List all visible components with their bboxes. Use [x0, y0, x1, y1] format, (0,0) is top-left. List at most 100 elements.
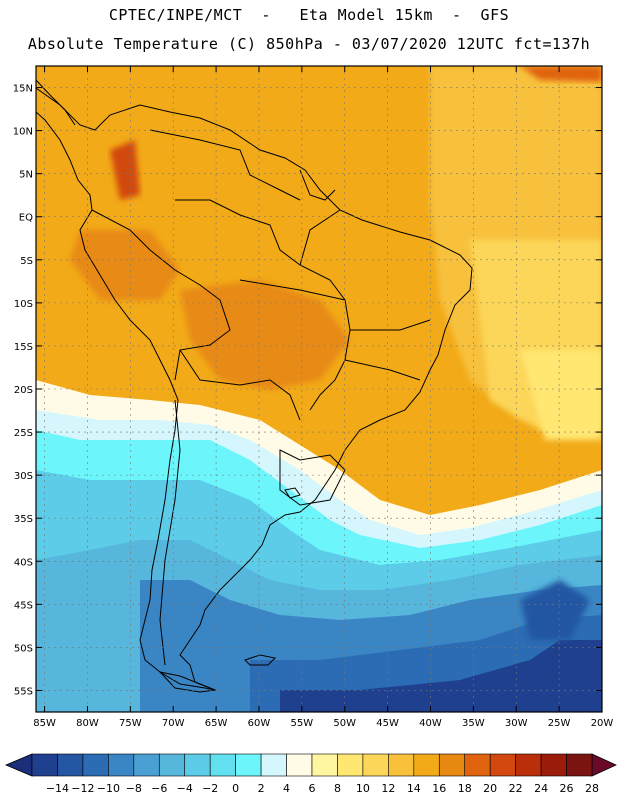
map-title-line1: CPTEC/INPE/MCT - Eta Model 15km - GFS: [108, 6, 510, 24]
lat-tick-label: 10N: [13, 127, 33, 138]
lon-tick-label: 35W: [462, 718, 485, 729]
colorbar-label: 16: [432, 782, 446, 795]
colorbar-swatch: [489, 753, 516, 777]
border-uruguay: [279, 449, 346, 506]
lon-tick-label: 30W: [505, 718, 528, 729]
lon-tick-label: 20W: [591, 718, 614, 729]
field-band-12: [520, 350, 602, 440]
colorbar-label: 12: [381, 782, 395, 795]
lat-tick-label: 35S: [14, 514, 33, 525]
colorbar-swatch: [388, 753, 415, 777]
colorbar-over-arrow: [591, 753, 617, 777]
falkland-islands: [244, 654, 277, 666]
colorbar-swatch: [566, 753, 593, 777]
hot-andes-patch: [110, 140, 140, 200]
colorbar-label: 28: [585, 782, 599, 795]
border-bolivia: [179, 349, 301, 421]
grid-lines: [36, 66, 603, 712]
colorbar-swatch: [438, 753, 466, 777]
south-america-coastline: [36, 87, 473, 691]
lon-tick-label: 85W: [33, 718, 56, 729]
colorbar-swatch: [311, 753, 338, 777]
lon-tick-label: 65W: [205, 718, 228, 729]
field-band-minus14: [280, 640, 602, 712]
colorbar-swatch: [108, 753, 135, 777]
colorbar-swatch: [362, 753, 389, 777]
colorbar-swatch: [184, 753, 211, 777]
colorbar-swatch: [133, 753, 160, 777]
colorbar-swatch: [235, 753, 262, 777]
lat-tick-label: 20S: [14, 385, 33, 396]
colorbar: −14 −12 −10 −8 −6 −4 −2 0 2 4 6 8 10 12 14 16 18 20 22 24 26…: [4, 753, 617, 795]
tierra-del-fuego: [158, 671, 217, 693]
colorbar-swatch: [540, 753, 567, 777]
colorbar-label: 4: [283, 782, 290, 795]
colorbar-under-arrow: [4, 753, 33, 777]
lon-tick-label: 80W: [76, 718, 99, 729]
lon-tick-label: 75W: [119, 718, 142, 729]
longitude-axis: 85W 80W 75W 70W 65W 60W 55W 50W 45W 40W 35W 30W 25W 2…: [33, 66, 613, 729]
lat-tick-label: 15N: [13, 84, 33, 95]
lat-tick-label: 5S: [20, 256, 33, 267]
colorbar-label: 8: [334, 782, 341, 795]
colorbar-swatch: [209, 753, 236, 777]
lon-tick-label: 70W: [162, 718, 185, 729]
colorbar-swatch: [31, 753, 58, 777]
colorbar-swatch: [337, 753, 364, 777]
lon-tick-label: 50W: [333, 718, 356, 729]
lat-tick-label: EQ: [19, 213, 33, 224]
colorbar-swatch: [515, 753, 542, 777]
colorbar-swatch: [158, 753, 186, 777]
lon-tick-label: 45W: [376, 718, 399, 729]
colorbar-label: −4: [177, 782, 193, 795]
colorbar-label: 0: [232, 782, 239, 795]
lat-tick-label: 15S: [14, 342, 33, 353]
colorbar-label: −10: [97, 782, 120, 795]
hot-northeast-patch: [520, 66, 602, 82]
latitude-axis: 15N 10N 5N EQ 5S 10S 15S 20S 25S 30S 35S 40S 45S 50S 5…: [13, 84, 602, 697]
colorbar-label: 26: [560, 782, 574, 795]
coastlines-borders: [36, 79, 473, 693]
colorbar-label: 6: [309, 782, 316, 795]
colorbar-label: 2: [258, 782, 265, 795]
colorbar-label: 22: [509, 782, 523, 795]
colorbar-label: −8: [126, 782, 142, 795]
colorbar-label: 24: [534, 782, 548, 795]
colorbar-label: 14: [407, 782, 421, 795]
border-brazil-west: [175, 199, 351, 411]
colorbar-label: −14: [46, 782, 69, 795]
lat-tick-label: 50S: [14, 643, 33, 654]
colorbar-swatch: [413, 753, 440, 777]
lat-tick-label: 30S: [14, 471, 33, 482]
colorbar-label: 10: [356, 782, 370, 795]
colorbar-swatch: [260, 753, 287, 777]
lat-tick-label: 40S: [14, 557, 33, 568]
lat-tick-label: 45S: [14, 600, 33, 611]
colorbar-swatch: [286, 753, 313, 777]
lat-tick-label: 55S: [14, 686, 33, 697]
border-venezuela: [149, 129, 301, 201]
map-title-line2: Absolute Temperature (C) 850hPa - 03/07/…: [27, 35, 591, 53]
lake-patos: [284, 487, 301, 499]
border-argentina-chile: [159, 399, 181, 666]
lon-tick-label: 60W: [248, 718, 271, 729]
lon-tick-label: 55W: [291, 718, 314, 729]
hot-amazon-patch: [70, 230, 180, 300]
lat-tick-label: 10S: [14, 299, 33, 310]
colorbar-label: −12: [71, 782, 94, 795]
border-andean: [91, 209, 231, 381]
cold-atlantic-patch: [520, 580, 590, 640]
colorbar-label: 20: [483, 782, 497, 795]
lon-tick-label: 25W: [548, 718, 571, 729]
colorbar-label: −2: [202, 782, 218, 795]
border-guianas: [299, 169, 336, 201]
colorbar-label: 18: [458, 782, 472, 795]
colorbar-label: −6: [151, 782, 167, 795]
colorbar-swatch: [57, 753, 84, 777]
colorbar-swatch: [464, 753, 491, 777]
lat-tick-label: 5N: [19, 170, 33, 181]
colorbar-swatch: [82, 753, 109, 777]
border-brazil-states: [239, 209, 431, 381]
lat-tick-label: 25S: [14, 428, 33, 439]
